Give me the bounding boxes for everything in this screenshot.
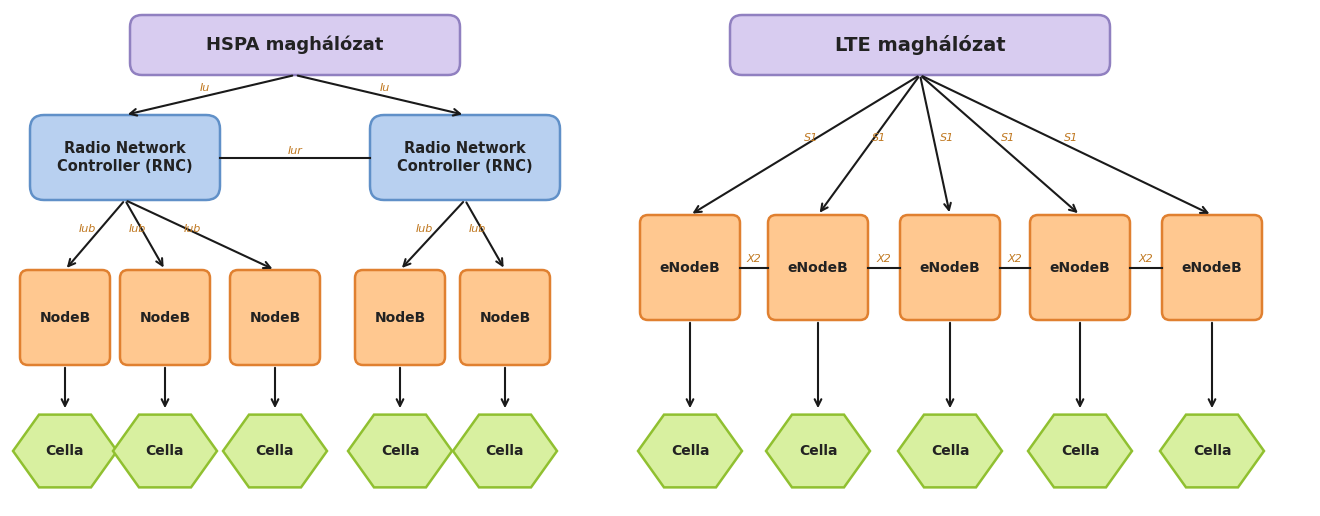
Text: eNodeB: eNodeB [1049,261,1110,275]
Text: LTE maghálózat: LTE maghálózat [834,35,1006,55]
Text: Cella: Cella [46,444,84,458]
FancyBboxPatch shape [640,215,741,320]
Text: NodeB: NodeB [140,311,190,325]
FancyBboxPatch shape [1030,215,1130,320]
Text: eNodeB: eNodeB [660,261,721,275]
Polygon shape [1160,415,1265,488]
FancyBboxPatch shape [230,270,319,365]
FancyBboxPatch shape [120,270,210,365]
Text: Iur: Iur [288,146,302,155]
Polygon shape [114,415,216,488]
FancyBboxPatch shape [459,270,550,365]
Text: X2: X2 [747,254,762,265]
Polygon shape [223,415,327,488]
Polygon shape [348,415,451,488]
FancyBboxPatch shape [370,115,560,200]
Text: HSPA maghálózat: HSPA maghálózat [206,36,384,54]
Polygon shape [638,415,742,488]
Text: Iub: Iub [469,224,486,234]
Text: NodeB: NodeB [40,311,91,325]
Polygon shape [898,415,1002,488]
FancyBboxPatch shape [730,15,1110,75]
Text: S1: S1 [804,133,818,143]
Text: X2: X2 [876,254,891,265]
Text: Iub: Iub [128,224,145,234]
Text: Cella: Cella [799,444,837,458]
Text: Cella: Cella [380,444,420,458]
Text: S1: S1 [871,133,886,143]
Text: Iu: Iu [199,83,210,93]
Text: NodeB: NodeB [375,311,425,325]
Text: eNodeB: eNodeB [1181,261,1242,275]
Text: NodeB: NodeB [479,311,531,325]
Text: Radio Network
Controller (RNC): Radio Network Controller (RNC) [397,141,533,174]
Text: Radio Network
Controller (RNC): Radio Network Controller (RNC) [57,141,193,174]
Text: Iu: Iu [380,83,391,93]
FancyBboxPatch shape [900,215,1001,320]
FancyBboxPatch shape [355,270,445,365]
Text: Cella: Cella [671,444,709,458]
Polygon shape [766,415,870,488]
Polygon shape [1028,415,1133,488]
Text: NodeB: NodeB [249,311,301,325]
Text: Iub: Iub [78,224,95,234]
Text: S1: S1 [1064,133,1078,143]
FancyBboxPatch shape [768,215,869,320]
Text: X2: X2 [1139,254,1154,265]
Text: Cella: Cella [931,444,969,458]
Text: eNodeB: eNodeB [788,261,849,275]
Text: X2: X2 [1007,254,1023,265]
Text: eNodeB: eNodeB [920,261,981,275]
FancyBboxPatch shape [1162,215,1262,320]
Polygon shape [13,415,117,488]
Polygon shape [453,415,557,488]
FancyBboxPatch shape [129,15,459,75]
Text: Iub: Iub [416,224,433,234]
Text: Cella: Cella [1061,444,1100,458]
Text: S1: S1 [1001,133,1015,143]
Text: S1: S1 [940,133,954,143]
FancyBboxPatch shape [20,270,110,365]
Text: Cella: Cella [256,444,294,458]
FancyBboxPatch shape [30,115,220,200]
Text: Iub: Iub [183,224,201,234]
Text: Cella: Cella [1193,444,1232,458]
Text: Cella: Cella [145,444,185,458]
Text: Cella: Cella [486,444,524,458]
